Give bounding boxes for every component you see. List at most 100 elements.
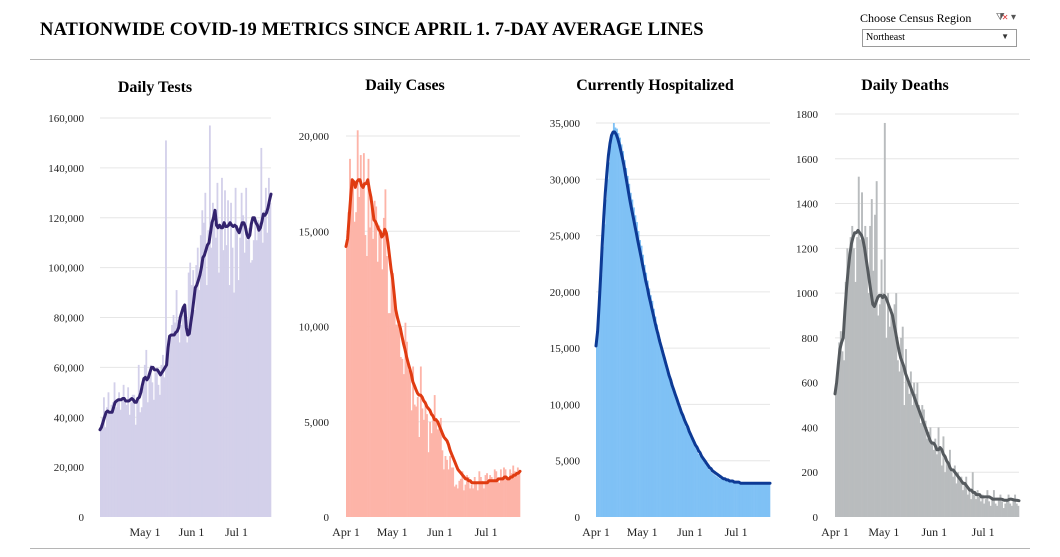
daily-deaths-bar xyxy=(940,465,943,517)
daily-cases-bar xyxy=(398,320,401,517)
daily-deaths-bar xyxy=(1002,508,1005,517)
currently-hospitalized-bar xyxy=(623,160,626,517)
daily-cases-bar xyxy=(359,155,362,518)
daily-tests-bar xyxy=(149,364,152,517)
daily-cases-bar xyxy=(441,450,444,517)
daily-deaths-bar xyxy=(942,436,945,517)
currently-hospitalized-bar xyxy=(605,199,608,518)
daily-cases-bar xyxy=(483,488,485,517)
daily-deaths-bar xyxy=(875,181,878,518)
currently-hospitalized-bar xyxy=(760,483,763,517)
daily-tests-bar xyxy=(107,392,110,517)
daily-deaths-bar xyxy=(905,349,907,517)
daily-tests-bar xyxy=(118,392,120,517)
daily-tests-bar xyxy=(228,285,231,517)
currently-hospitalized-bar xyxy=(663,357,666,517)
daily-cases-bar xyxy=(472,488,475,517)
currently-hospitalized-bar xyxy=(596,342,598,517)
footer-divider xyxy=(30,548,1030,549)
daily-cases-bar xyxy=(464,484,467,517)
currently-hospitalized-y-tick-label: 10,000 xyxy=(550,399,581,411)
daily-cases-bar xyxy=(459,478,462,517)
currently-hospitalized-bar xyxy=(740,483,743,517)
daily-cases-bar xyxy=(486,473,488,517)
daily-deaths-bar xyxy=(1007,494,1010,517)
daily-deaths-bar xyxy=(861,192,863,518)
daily-deaths-bar xyxy=(836,371,839,517)
currently-hospitalized-bar xyxy=(693,443,695,517)
currently-hospitalized-bar xyxy=(711,473,714,517)
daily-cases-bar xyxy=(361,185,364,517)
daily-cases-bar xyxy=(506,478,508,517)
daily-tests-bar xyxy=(266,232,269,517)
daily-tests-bar xyxy=(255,240,258,517)
daily-tests-bar xyxy=(177,319,179,517)
daily-tests-bar xyxy=(222,250,225,518)
daily-tests-bar xyxy=(130,402,133,517)
daily-tests-bar xyxy=(204,192,207,517)
daily-tests-bar xyxy=(237,280,240,517)
daily-cases-bar xyxy=(458,480,461,517)
daily-tests-bar xyxy=(175,290,178,517)
region-select[interactable]: Northeast ▼ xyxy=(862,29,1017,47)
daily-cases-bar xyxy=(452,467,455,517)
daily-deaths-y-tick-label: 600 xyxy=(802,378,819,390)
chevron-down-icon[interactable]: ▼ xyxy=(1001,32,1009,41)
daily-deaths-y-tick-label: 800 xyxy=(802,333,819,345)
daily-deaths-bar xyxy=(887,293,890,517)
daily-cases-x-tick-label: Jul 1 xyxy=(475,525,498,539)
currently-hospitalized-bar xyxy=(599,303,601,517)
currently-hospitalized-bar xyxy=(697,453,700,517)
daily-tests-bar xyxy=(152,399,155,517)
daily-tests-y-tick-label: 0 xyxy=(79,512,85,524)
daily-tests-bar xyxy=(112,402,114,517)
daily-tests-average-line xyxy=(98,192,273,432)
currently-hospitalized-bar xyxy=(731,482,734,517)
daily-deaths-bar xyxy=(880,259,883,517)
daily-tests-bar xyxy=(119,409,122,517)
currently-hospitalized-bar xyxy=(686,430,689,517)
daily-tests-bar xyxy=(146,402,149,517)
daily-deaths-bar xyxy=(891,315,894,517)
daily-deaths-bar xyxy=(1010,505,1013,517)
daily-deaths-bar xyxy=(865,237,868,517)
currently-hospitalized-y-tick-label: 15,000 xyxy=(550,343,581,355)
currently-hospitalized-bar xyxy=(671,385,674,517)
daily-tests-bar xyxy=(171,324,173,517)
currently-hospitalized-bar xyxy=(743,483,746,517)
daily-tests-bar xyxy=(210,247,213,518)
daily-tests-bar xyxy=(128,414,131,517)
daily-tests-bar xyxy=(199,235,202,517)
daily-deaths-bar xyxy=(900,337,903,517)
daily-cases-x-tick-label: Apr 1 xyxy=(332,525,360,539)
currently-hospitalized-bar xyxy=(669,379,672,517)
daily-deaths-bar xyxy=(953,465,956,517)
daily-cases-bar xyxy=(412,366,415,517)
daily-deaths-average-line xyxy=(833,228,1021,503)
daily-cases-bar xyxy=(503,467,505,517)
currently-hospitalized-bar xyxy=(666,369,669,517)
daily-tests-y-tick-label: 100,000 xyxy=(48,263,84,275)
daily-tests-bar xyxy=(116,402,119,517)
daily-cases-bar xyxy=(476,490,479,517)
daily-cases-bar xyxy=(406,341,408,517)
daily-cases-bar xyxy=(373,200,376,517)
daily-deaths-bar xyxy=(838,342,841,517)
daily-deaths-bar xyxy=(835,391,837,517)
daily-deaths-x-tick-label: Apr 1 xyxy=(821,525,849,539)
daily-tests-bar xyxy=(101,417,104,517)
daily-cases-bar xyxy=(507,477,510,517)
currently-hospitalized-bar xyxy=(597,325,600,517)
filter-clear-icon[interactable]: ⧩✕ ▾ xyxy=(995,12,1016,23)
daily-cases-bar xyxy=(381,269,384,517)
daily-deaths-bar xyxy=(973,494,976,517)
currently-hospitalized-bar xyxy=(720,478,723,517)
daily-cases-bar xyxy=(492,480,495,517)
daily-cases-bar xyxy=(444,456,447,517)
daily-tests-bar xyxy=(249,262,252,517)
daily-cases-bar xyxy=(501,477,504,517)
daily-tests-bar xyxy=(258,222,261,518)
daily-cases-bar xyxy=(473,477,476,517)
daily-deaths-bar xyxy=(848,270,850,517)
daily-deaths-bar xyxy=(992,490,995,517)
